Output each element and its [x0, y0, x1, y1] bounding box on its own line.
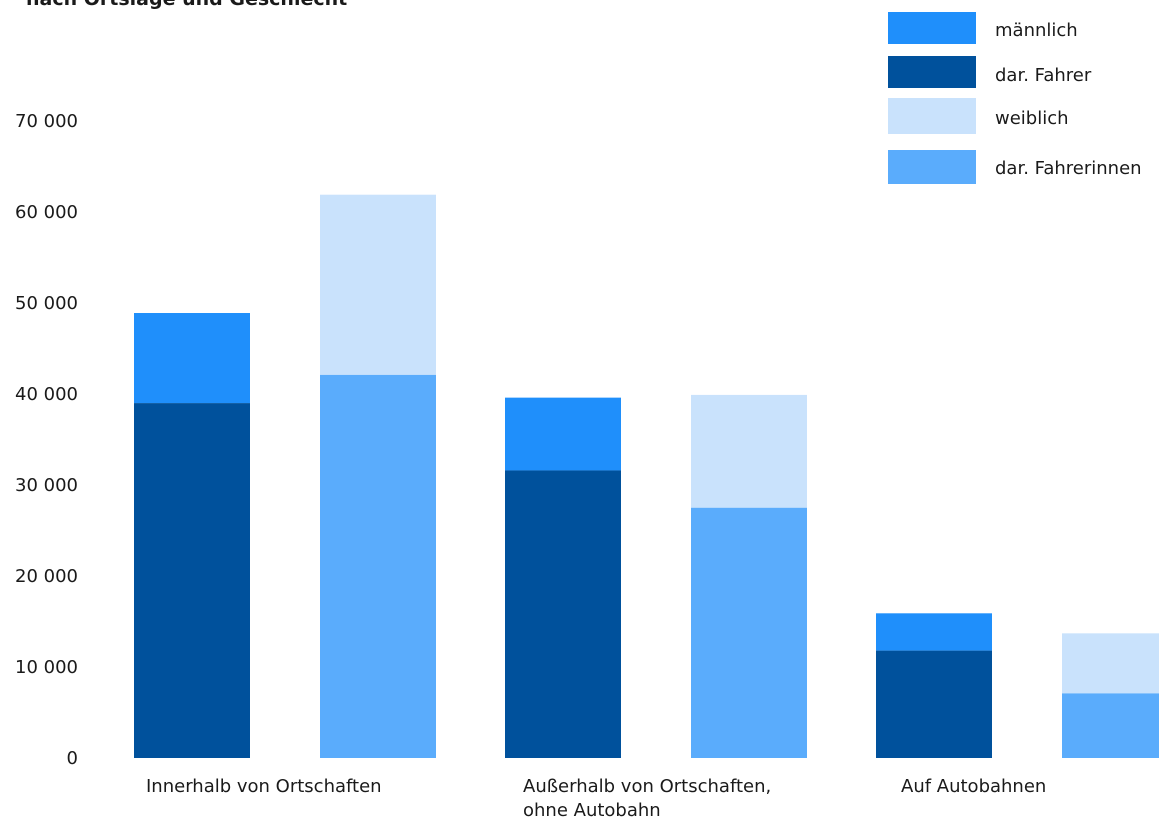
x-category-label: Auf Autobahnen [901, 776, 1046, 797]
bars [134, 194, 1159, 758]
y-tick-label: 70 000 [15, 111, 78, 132]
legend-label: dar. Fahrer [995, 65, 1092, 86]
bar-weiblich [320, 194, 436, 375]
y-tick-label: 50 000 [15, 293, 78, 314]
legend: männlich dar. Fahrer weiblich dar. Fahrerin… [888, 12, 1142, 184]
bar-dar-fahrerinnen [691, 507, 807, 758]
bar-dar-fahrerinnen [1062, 693, 1159, 758]
y-tick-label: 20 000 [15, 566, 78, 587]
bar-maennlich [505, 397, 621, 471]
x-category-label: Innerhalb von Ortschaften [146, 776, 382, 797]
y-tick-label: 0 [67, 748, 78, 769]
bar-maennlich [876, 613, 992, 651]
bar-maennlich [134, 313, 250, 404]
bar-dar-fahrerinnen [320, 374, 436, 758]
bar-weiblich [691, 394, 807, 508]
y-tick-label: 60 000 [15, 202, 78, 223]
legend-label: weiblich [995, 108, 1069, 129]
bar-dar-fahrer [134, 403, 250, 758]
x-category-label: Außerhalb von Ortschaften, [523, 776, 771, 797]
y-tick-label: 10 000 [15, 657, 78, 678]
legend-swatch [888, 56, 976, 88]
legend-swatch [888, 12, 976, 44]
legend-label: dar. Fahrerinnen [995, 158, 1142, 179]
chart-title: nach Ortslage und Geschlecht [26, 0, 347, 10]
y-tick-label: 40 000 [15, 384, 78, 405]
bar-dar-fahrer [505, 470, 621, 758]
x-category-label: ohne Autobahn [523, 800, 661, 821]
y-axis: 0 10 000 20 000 30 000 40 000 50 000 60 000 70 … [15, 111, 78, 769]
legend-label: männlich [995, 20, 1078, 41]
bar-weiblich [1062, 633, 1159, 694]
x-axis: Innerhalb von Ortschaften Außerhalb von O… [146, 776, 1046, 821]
y-tick-label: 30 000 [15, 475, 78, 496]
legend-swatch [888, 98, 976, 134]
bar-dar-fahrer [876, 650, 992, 758]
legend-swatch [888, 150, 976, 184]
